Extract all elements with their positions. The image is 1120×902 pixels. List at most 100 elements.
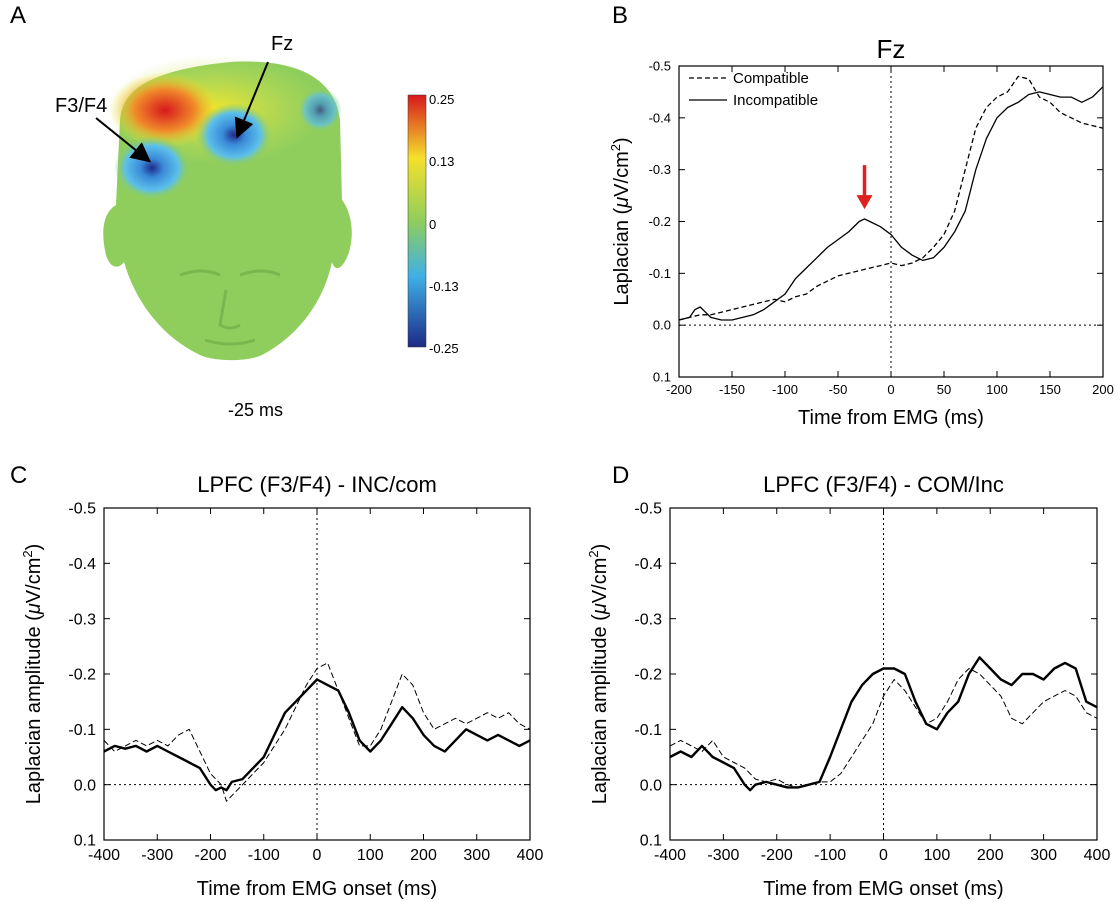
chart-title: LPFC (F3/F4) - INC/com	[197, 472, 437, 497]
y-tick-label: -0.5	[634, 501, 662, 518]
y-axis-label-mu: μ	[611, 197, 633, 209]
colorbar-tick-4: -0.13	[429, 279, 459, 294]
y-tick-label: -0.4	[634, 556, 662, 573]
y-axis-label: Laplacian (μV/cm2)	[608, 137, 633, 305]
y-axis-label-close: )	[589, 544, 611, 551]
chart-title: LPFC (F3/F4) - COM/Inc	[763, 472, 1004, 497]
x-tick-label: -100	[814, 847, 846, 864]
annotation-arrow-head	[856, 195, 873, 210]
x-tick-label: -50	[829, 382, 848, 397]
x-tick-label: 0	[313, 847, 322, 864]
series-line-dashed-thin	[103, 662, 531, 802]
y-tick-label: 0.1	[640, 833, 662, 850]
x-tick-label: 200	[977, 847, 1004, 864]
x-tick-label: 0	[879, 847, 888, 864]
x-tick-label: 200	[410, 847, 437, 864]
y-tick-label: 0.0	[653, 318, 671, 333]
x-tick-label: -300	[707, 847, 739, 864]
y-axis-label-unit: V/cm	[589, 558, 611, 604]
f3f4-label: F3/F4	[55, 95, 107, 117]
y-axis-label-close: )	[23, 544, 45, 551]
legend-label: Compatible	[733, 70, 809, 87]
x-tick-label: -100	[772, 382, 798, 397]
y-axis-label: Laplacian amplitude (μV/cm2)	[586, 544, 611, 805]
y-tick-label: 0.0	[640, 777, 662, 794]
x-axis-label: Time from EMG (ms)	[798, 407, 984, 429]
x-tick-label: 100	[357, 847, 384, 864]
x-tick-label: 400	[517, 847, 544, 864]
y-tick-label: 0.1	[653, 370, 671, 385]
y-axis-label-main: Laplacian (	[611, 207, 633, 305]
x-tick-label: 150	[1039, 382, 1061, 397]
face-features	[179, 269, 281, 346]
y-tick-label: -0.4	[68, 556, 96, 573]
red-region	[110, 72, 220, 148]
y-tick-label: -0.3	[634, 611, 662, 628]
x-tick-label: -100	[248, 847, 280, 864]
chart-com-inc: -400 -300 -200 -100 0 100 200 300 400 -0.5 -0.4 -0.…	[586, 472, 1110, 900]
y-tick-label: -0.3	[649, 162, 671, 177]
y-tick-label: -0.3	[68, 611, 96, 628]
y-tick-label: -0.1	[649, 266, 671, 281]
y-axis-label-unit: V/cm	[611, 151, 633, 197]
x-tick-label: -400	[654, 847, 686, 864]
fz-label: Fz	[271, 33, 293, 55]
y-axis-label-sup: 2	[586, 550, 601, 557]
topomap-head	[103, 55, 352, 361]
panel-letter-c: C	[10, 462, 28, 489]
y-tick-label: 0.1	[74, 833, 96, 850]
y-tick-label: -0.2	[649, 214, 671, 229]
y-tick-label: -0.4	[649, 110, 671, 125]
y-axis-label: Laplacian amplitude (μV/cm2)	[20, 544, 45, 805]
y-axis-label-mu: μ	[589, 603, 611, 615]
colorbar	[407, 94, 427, 348]
x-tick-label: -150	[719, 382, 745, 397]
x-tick-label: 100	[986, 382, 1008, 397]
series-line-dashed-thin	[669, 668, 1098, 788]
series-line-compatible	[678, 75, 1104, 321]
f3f4-arrow	[95, 117, 152, 163]
y-axis-label-close: )	[611, 137, 633, 144]
legend-label: Incompatible	[733, 92, 818, 109]
x-tick-label: -300	[141, 847, 173, 864]
series-line-incompatible	[678, 86, 1104, 321]
colorbar-tick-3: 0	[429, 217, 436, 232]
y-tick-label: -0.1	[634, 722, 662, 739]
y-axis-label-main: Laplacian amplitude (	[23, 614, 45, 804]
x-tick-label: 300	[463, 847, 490, 864]
panel-letter-d: D	[612, 462, 630, 489]
series-line-solid-thick	[669, 656, 1098, 792]
y-tick-label: 0.0	[74, 777, 96, 794]
y-tick-label: -0.1	[68, 722, 96, 739]
y-axis-label-unit: V/cm	[23, 558, 45, 604]
y-axis-label-main: Laplacian amplitude (	[589, 614, 611, 804]
y-tick-label: -0.5	[649, 59, 671, 74]
panel-letter-b: B	[612, 2, 629, 29]
x-tick-label: 100	[924, 847, 951, 864]
series-line-solid-thick	[103, 678, 531, 792]
x-tick-label: 50	[937, 382, 951, 397]
blue-region-f3	[114, 136, 190, 200]
x-tick-label: 300	[1030, 847, 1057, 864]
y-tick-label: -0.2	[634, 667, 662, 684]
colorbar-tick-1: 0.25	[429, 92, 454, 107]
x-tick-label: -200	[194, 847, 226, 864]
x-axis-label: Time from EMG onset (ms)	[763, 878, 1003, 900]
y-axis-label-sup: 2	[20, 550, 35, 557]
topomap-time-label: -25 ms	[228, 400, 284, 420]
colorbar-tick-2: 0.13	[429, 154, 454, 169]
panel-letter-a: A	[10, 2, 27, 29]
chart-inc-com: -400 -300 -200 -100 0 100 200 300 400 -0.5 -0.4 -0.…	[20, 472, 543, 900]
x-tick-label: -400	[88, 847, 120, 864]
y-tick-label: -0.2	[68, 667, 96, 684]
blue-region-fz	[196, 103, 272, 167]
chart-title: Fz	[877, 34, 906, 64]
x-tick-label: 0	[887, 382, 894, 397]
x-tick-label: -200	[666, 382, 692, 397]
fz-arrow	[234, 61, 269, 139]
y-axis-label-sup: 2	[608, 144, 623, 151]
blue-region-right	[298, 88, 342, 132]
y-axis-label-mu: μ	[23, 603, 45, 615]
chart-fz: -200 -150 -100 -50 0 50 100 150 200 -0.5 -0.4 -0.3 -…	[608, 34, 1114, 429]
